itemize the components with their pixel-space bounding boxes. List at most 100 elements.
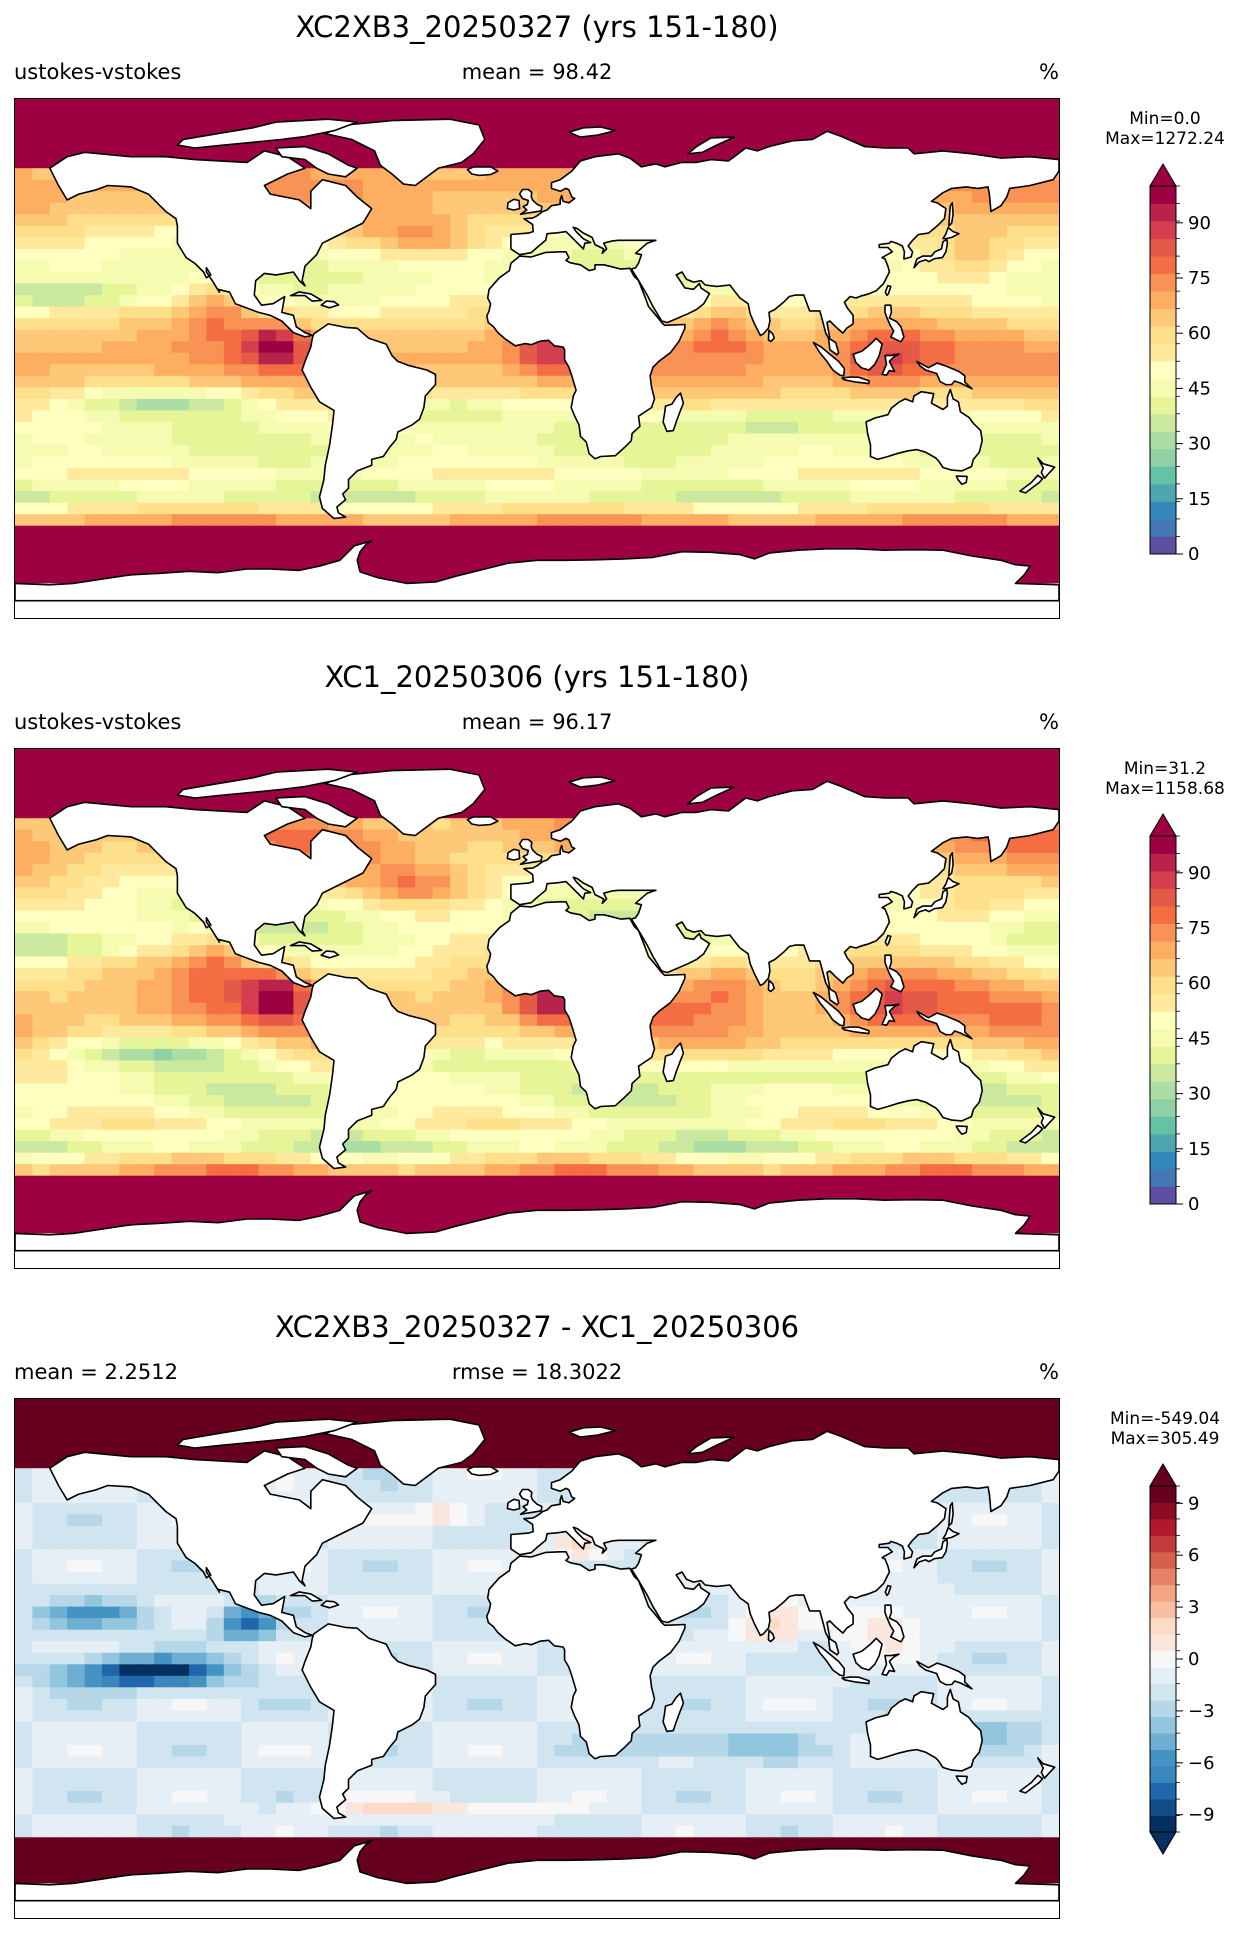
field-cell xyxy=(49,479,68,492)
field-cell xyxy=(415,571,434,584)
field-cell xyxy=(49,571,68,584)
field-cell xyxy=(519,1014,538,1027)
field-cell xyxy=(328,248,347,261)
field-cell xyxy=(745,387,764,400)
field-cell xyxy=(693,110,712,123)
field-cell xyxy=(780,1037,799,1050)
field-cell xyxy=(102,421,120,434)
field-cell xyxy=(397,875,416,888)
field-cell xyxy=(293,341,312,354)
field-cell xyxy=(658,122,677,135)
field-cell xyxy=(537,502,555,515)
field-cell xyxy=(1006,283,1025,296)
field-cell xyxy=(241,1118,260,1131)
field-cell xyxy=(84,295,103,308)
field-cell xyxy=(258,283,277,296)
field-cell xyxy=(450,272,468,285)
field-cell xyxy=(136,749,155,762)
field-cell xyxy=(711,991,729,1004)
field-cell xyxy=(49,329,68,342)
field-cell xyxy=(154,968,173,981)
field-cell xyxy=(15,387,33,400)
field-cell xyxy=(1041,133,1059,146)
field-cell xyxy=(84,225,103,238)
field-cell xyxy=(154,514,173,527)
field-cell xyxy=(989,887,1008,900)
field-cell xyxy=(989,248,1008,261)
field-cell xyxy=(206,760,225,773)
field-cell xyxy=(1041,445,1059,458)
field-cell xyxy=(223,525,242,538)
field-cell xyxy=(502,1071,521,1084)
land-iceland xyxy=(466,166,499,177)
field-cell xyxy=(49,502,68,515)
field-cell xyxy=(554,525,573,538)
field-cell xyxy=(67,560,86,573)
field-cell xyxy=(745,352,764,365)
field-cell xyxy=(415,1002,434,1015)
field-cell xyxy=(537,479,555,492)
field-cell xyxy=(293,1152,312,1165)
field-cell xyxy=(397,502,416,515)
field-cell xyxy=(171,548,190,561)
colorbar-segment xyxy=(1150,431,1176,450)
field-cell xyxy=(780,1129,799,1142)
field-cell xyxy=(519,1048,538,1061)
field-cell xyxy=(745,491,764,504)
field-cell xyxy=(937,979,956,992)
field-cell xyxy=(415,225,434,238)
field-cell xyxy=(102,456,120,469)
field-cell xyxy=(728,537,747,550)
field-cell xyxy=(450,1025,468,1038)
field-cell xyxy=(798,433,816,446)
field-cell xyxy=(293,525,312,538)
field-cell xyxy=(972,352,990,365)
field-cell xyxy=(136,956,155,969)
field-cell xyxy=(1024,445,1043,458)
field-cell xyxy=(84,237,103,250)
field-cell xyxy=(32,237,51,250)
field-cell xyxy=(102,1083,120,1096)
field-cell xyxy=(415,968,434,981)
field-cell xyxy=(484,421,503,434)
field-cell xyxy=(432,1118,451,1131)
field-cell xyxy=(450,945,468,958)
field-cell xyxy=(119,1037,138,1050)
field-cell xyxy=(1024,571,1043,584)
field-cell xyxy=(276,1118,294,1131)
field-cell xyxy=(15,398,33,411)
field-cell xyxy=(763,760,782,773)
field-cell xyxy=(67,1037,86,1050)
field-cell xyxy=(67,1106,86,1119)
field-cell xyxy=(850,772,869,785)
field-cell xyxy=(380,1106,399,1119)
field-cell xyxy=(711,468,729,481)
field-cell xyxy=(902,1118,921,1131)
colorbar-tick-label: 60 xyxy=(1188,323,1211,344)
field-cell xyxy=(84,375,103,388)
field-cell xyxy=(102,468,120,481)
field-cell xyxy=(676,783,695,796)
field-cell xyxy=(293,514,312,527)
field-cell xyxy=(606,248,625,261)
field-cell xyxy=(937,1002,956,1015)
field-cell xyxy=(537,841,555,854)
field-cell xyxy=(154,1118,173,1131)
field-cell xyxy=(919,956,938,969)
field-cell xyxy=(310,306,329,319)
field-cell xyxy=(537,783,555,796)
field-cell xyxy=(223,433,242,446)
field-cell xyxy=(49,537,68,550)
field-cell xyxy=(450,548,468,561)
field-cell xyxy=(728,1083,747,1096)
field-cell xyxy=(850,398,869,411)
field-cell xyxy=(345,248,364,261)
field-cell xyxy=(136,783,155,796)
field-cell xyxy=(1024,214,1043,227)
field-cell xyxy=(867,760,886,773)
field-cell xyxy=(67,214,86,227)
field-cell xyxy=(189,433,207,446)
field-cell xyxy=(154,910,173,923)
field-cell xyxy=(363,1129,381,1142)
field-cell xyxy=(67,110,86,123)
